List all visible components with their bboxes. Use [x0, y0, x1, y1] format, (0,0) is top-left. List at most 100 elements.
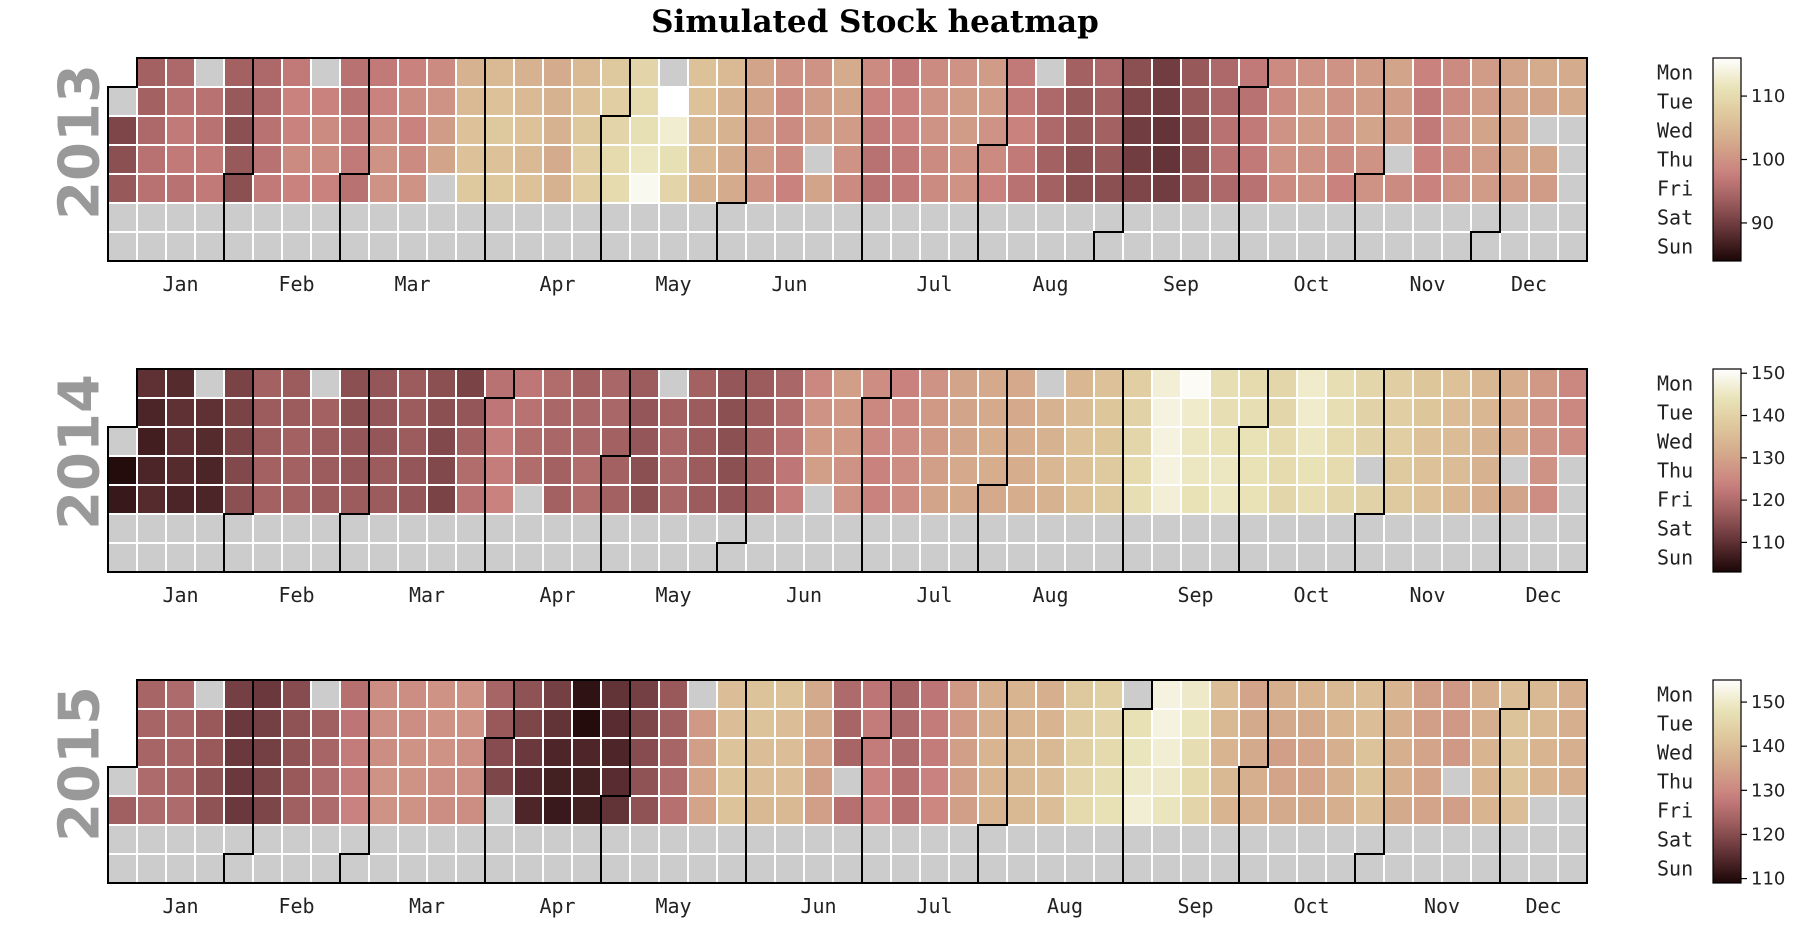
heatmap-cell	[774, 144, 805, 175]
heatmap-cell	[1180, 824, 1211, 855]
heatmap-cell	[339, 824, 370, 855]
heatmap-cell	[803, 86, 834, 117]
month-label: Oct	[1293, 894, 1329, 918]
heatmap-cell	[542, 426, 573, 457]
heatmap-cell	[339, 679, 370, 710]
heatmap-cell	[1528, 542, 1559, 573]
heatmap-cell	[310, 144, 341, 175]
heatmap-cell	[600, 202, 631, 233]
heatmap-cell	[310, 426, 341, 457]
heatmap-cell	[832, 202, 863, 233]
heatmap-cell	[832, 115, 863, 146]
heatmap-cell	[1296, 426, 1327, 457]
month-outline	[107, 368, 1588, 573]
heatmap-cell	[1209, 737, 1240, 768]
heatmap-cell	[136, 115, 167, 146]
heatmap-cell	[658, 173, 689, 204]
heatmap-cell	[339, 202, 370, 233]
heatmap-cell	[571, 397, 602, 428]
heatmap-cell	[1209, 173, 1240, 204]
heatmap-cell	[1470, 86, 1501, 117]
month-labels: Jan Feb Mar Apr May Jun Jul Aug Sep Oct Nov Dec	[162, 894, 1561, 918]
heatmap-cell	[600, 737, 631, 768]
heatmap-cell	[1557, 708, 1588, 739]
heatmap-cell	[397, 484, 428, 515]
heatmap-cell	[1470, 144, 1501, 175]
heatmap-cell	[368, 513, 399, 544]
heatmap-cell	[774, 173, 805, 204]
heatmap-cell	[658, 426, 689, 457]
heatmap-cell	[281, 853, 312, 884]
heatmap-cell	[629, 484, 660, 515]
heatmap-cell	[1035, 86, 1066, 117]
heatmap-cell	[919, 86, 950, 117]
heatmap-cell	[136, 542, 167, 573]
heatmap-cell	[513, 766, 544, 797]
heatmap-cell	[1035, 853, 1066, 884]
heatmap-cell	[948, 679, 979, 710]
heatmap-cell	[513, 202, 544, 233]
heatmap-cell	[948, 397, 979, 428]
heatmap-cell	[1412, 368, 1443, 399]
heatmap-cell	[1122, 397, 1153, 428]
heatmap-cell	[1528, 86, 1559, 117]
heatmap-cell	[919, 708, 950, 739]
heatmap-cell	[397, 766, 428, 797]
heatmap-cell	[1499, 86, 1530, 117]
month-label: Aug	[1047, 894, 1083, 918]
heatmap-cell	[1064, 455, 1095, 486]
heatmap-cell	[1470, 231, 1501, 262]
weekday-label: Tue	[1657, 90, 1693, 114]
heatmap-cell	[1093, 144, 1124, 175]
heatmap-cell	[1180, 57, 1211, 88]
heatmap-cell	[426, 57, 457, 88]
heatmap-cell	[397, 737, 428, 768]
heatmap-cell	[281, 144, 312, 175]
heatmap-cell	[1383, 484, 1414, 515]
heatmap-cell	[513, 484, 544, 515]
heatmap-cell	[687, 368, 718, 399]
heatmap-cell	[368, 708, 399, 739]
heatmap-cell	[774, 737, 805, 768]
heatmap-cell	[310, 708, 341, 739]
heatmap-cell	[1528, 173, 1559, 204]
heatmap-cell	[484, 795, 515, 826]
heatmap-cell	[571, 513, 602, 544]
heatmap-cell	[1354, 426, 1385, 457]
heatmap-cell	[1470, 766, 1501, 797]
heatmap-cell	[339, 86, 370, 117]
heatmap-cell	[1122, 708, 1153, 739]
heatmap-cell	[1093, 679, 1124, 710]
heatmap-cell	[542, 115, 573, 146]
heatmap-cell	[1383, 766, 1414, 797]
heatmap-cell	[194, 795, 225, 826]
heatmap-cell	[1354, 737, 1385, 768]
month-label: Aug	[1032, 583, 1068, 607]
heatmap-cell	[1035, 766, 1066, 797]
heatmap-cell	[1470, 368, 1501, 399]
heatmap-cell	[1499, 173, 1530, 204]
heatmap-cell	[1064, 853, 1095, 884]
heatmap-cell	[948, 144, 979, 175]
heatmap-cell	[1035, 368, 1066, 399]
heatmap-cell	[803, 397, 834, 428]
month-borders	[107, 679, 1588, 884]
heatmap-cell	[629, 397, 660, 428]
heatmap-cell	[194, 708, 225, 739]
heatmap-cell	[455, 484, 486, 515]
heatmap-cell	[1325, 231, 1356, 262]
heatmap-cell	[977, 795, 1008, 826]
heatmap-cell	[977, 144, 1008, 175]
heatmap-cell	[1151, 853, 1182, 884]
heatmap-cell	[600, 824, 631, 855]
heatmap-cell	[716, 115, 747, 146]
heatmap-cell	[1441, 824, 1472, 855]
heatmap-cell	[1180, 455, 1211, 486]
heatmap-cell	[919, 455, 950, 486]
heatmap-cell	[600, 144, 631, 175]
weekday-label: Fri	[1657, 177, 1693, 201]
heatmap-cell	[281, 542, 312, 573]
heatmap-cell	[368, 86, 399, 117]
heatmap-cell	[1325, 824, 1356, 855]
heatmap-cell	[1325, 397, 1356, 428]
